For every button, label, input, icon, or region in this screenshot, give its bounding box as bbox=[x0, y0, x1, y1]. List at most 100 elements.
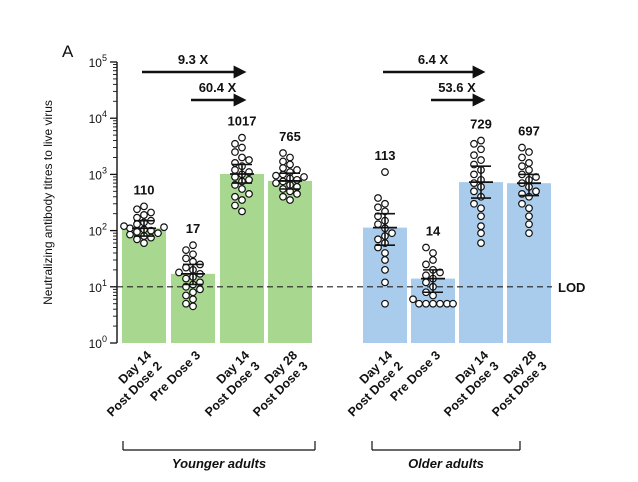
data-point bbox=[518, 153, 526, 162]
fold-change-label: 60.4 X bbox=[199, 80, 237, 95]
data-point bbox=[518, 162, 526, 171]
data-point bbox=[238, 196, 246, 204]
data-point bbox=[429, 249, 437, 257]
data-point bbox=[429, 256, 437, 264]
data-point bbox=[422, 299, 430, 308]
data-point bbox=[477, 239, 485, 247]
data-point bbox=[436, 299, 444, 308]
data-point bbox=[477, 204, 485, 213]
bar-value-label: 17 bbox=[186, 221, 200, 236]
data-point bbox=[470, 170, 478, 179]
x-category-label: Day 14Post Dose 2 bbox=[94, 348, 165, 419]
data-point bbox=[525, 204, 533, 213]
data-point bbox=[422, 243, 430, 252]
data-point bbox=[231, 148, 239, 156]
y-tick-label: 104 bbox=[89, 109, 107, 126]
data-point bbox=[300, 173, 308, 181]
bar-value-label: 113 bbox=[375, 148, 396, 163]
data-point bbox=[231, 166, 239, 174]
data-point bbox=[272, 171, 280, 180]
data-point bbox=[293, 189, 301, 198]
bar-value-label: 765 bbox=[279, 129, 301, 144]
data-point bbox=[409, 295, 417, 304]
data-point bbox=[175, 268, 183, 277]
data-point bbox=[238, 207, 246, 216]
data-point bbox=[245, 156, 253, 164]
data-point bbox=[279, 170, 287, 179]
data-point bbox=[293, 166, 301, 174]
data-point bbox=[133, 220, 141, 229]
data-point bbox=[189, 250, 197, 259]
data-point bbox=[147, 208, 155, 217]
data-point bbox=[231, 201, 239, 210]
data-point bbox=[120, 222, 128, 231]
data-point bbox=[422, 260, 430, 269]
data-point bbox=[245, 189, 253, 198]
data-point bbox=[238, 185, 246, 193]
data-point bbox=[231, 139, 239, 148]
y-tick-label: 105 bbox=[89, 53, 107, 70]
lod-label: LOD bbox=[558, 280, 585, 295]
data-point bbox=[160, 223, 168, 232]
group-label: Older adults bbox=[408, 456, 484, 471]
data-point bbox=[279, 157, 287, 166]
data-point bbox=[140, 211, 148, 219]
fold-change-label: 53.6 X bbox=[438, 80, 476, 95]
data-point bbox=[126, 230, 134, 239]
data-point bbox=[525, 166, 533, 174]
data-point bbox=[279, 149, 287, 157]
data-point bbox=[189, 288, 197, 297]
data-point bbox=[381, 249, 389, 257]
data-point bbox=[293, 175, 301, 184]
data-point bbox=[470, 199, 478, 208]
bar-value-label: 1017 bbox=[228, 114, 257, 129]
data-point bbox=[477, 229, 485, 238]
data-point bbox=[470, 179, 478, 188]
data-point bbox=[182, 299, 190, 308]
data-point bbox=[374, 235, 382, 244]
fold-change-label: 6.4 X bbox=[418, 52, 449, 67]
data-point bbox=[381, 265, 389, 274]
data-point bbox=[422, 278, 430, 287]
fold-change-label: 9.3 X bbox=[178, 52, 209, 67]
data-point bbox=[429, 299, 437, 308]
bar bbox=[122, 228, 166, 343]
data-point bbox=[525, 148, 533, 156]
data-point bbox=[189, 295, 197, 304]
data-point bbox=[518, 199, 526, 208]
data-point bbox=[374, 220, 382, 229]
bar-value-label: 14 bbox=[426, 224, 441, 239]
data-point bbox=[477, 145, 485, 154]
data-point bbox=[525, 159, 533, 167]
x-category-label: Day 14Post Dose 2 bbox=[335, 348, 406, 419]
data-point bbox=[381, 299, 389, 308]
y-tick-label: 100 bbox=[89, 334, 107, 351]
data-point bbox=[422, 271, 430, 280]
data-point bbox=[182, 254, 190, 263]
data-point bbox=[381, 256, 389, 264]
data-point bbox=[140, 239, 148, 247]
data-point bbox=[238, 133, 246, 142]
data-point bbox=[477, 212, 485, 221]
data-point bbox=[286, 160, 294, 169]
data-point bbox=[470, 139, 478, 148]
bar-value-label: 697 bbox=[518, 124, 540, 139]
data-point bbox=[415, 299, 423, 308]
data-point bbox=[286, 196, 294, 204]
y-tick-label: 102 bbox=[89, 222, 107, 239]
data-point bbox=[133, 227, 141, 236]
data-point bbox=[245, 175, 253, 184]
group-label: Younger adults bbox=[172, 456, 266, 471]
data-point bbox=[133, 205, 141, 214]
data-point bbox=[279, 164, 287, 172]
data-point bbox=[525, 220, 533, 229]
data-point bbox=[238, 143, 246, 152]
panel-label: A bbox=[62, 42, 74, 61]
y-axis-label: Neutralizing antibody titres to live vir… bbox=[41, 100, 55, 305]
data-point bbox=[525, 229, 533, 238]
data-point bbox=[133, 235, 141, 244]
data-point bbox=[189, 302, 197, 311]
data-point bbox=[518, 143, 526, 152]
bar bbox=[268, 180, 312, 343]
